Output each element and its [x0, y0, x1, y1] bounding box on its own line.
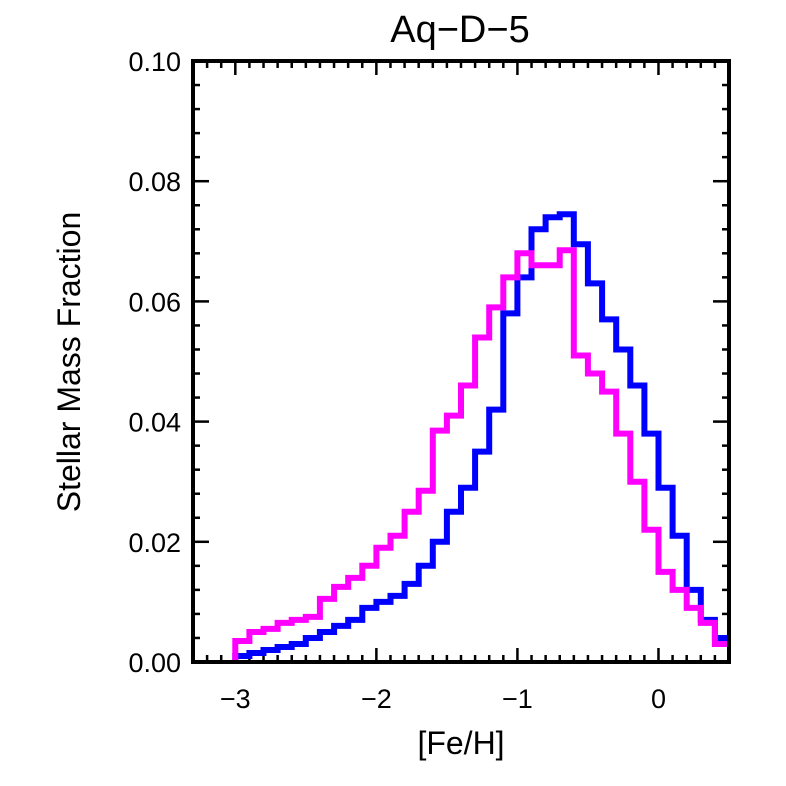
histogram-series-2 — [232, 247, 729, 662]
histogram-series-1 — [232, 211, 729, 662]
y-tick-label: 0.04 — [128, 408, 181, 438]
y-tick-label: 0.06 — [128, 287, 181, 317]
x-tick-label: −2 — [361, 684, 392, 714]
y-axis-label: Stellar Mass Fraction — [51, 212, 87, 513]
y-tick-label: 0.10 — [128, 47, 181, 77]
tick-labels: −3 −2 −1 0 0.00 0.02 0.04 0.06 0.08 0.10 — [128, 47, 666, 714]
chart-title: Aq−D−5 — [390, 9, 529, 51]
y-tick-label: 0.08 — [128, 167, 181, 197]
x-tick-label: −1 — [502, 684, 533, 714]
plot-frame — [191, 59, 731, 664]
series-layer — [232, 211, 729, 662]
x-tick-label: −3 — [220, 684, 251, 714]
x-tick-label: 0 — [651, 684, 666, 714]
ticks — [191, 59, 731, 664]
y-tick-label: 0.02 — [128, 528, 181, 558]
x-axis-label: [Fe/H] — [417, 725, 504, 761]
y-tick-label: 0.00 — [128, 648, 181, 678]
